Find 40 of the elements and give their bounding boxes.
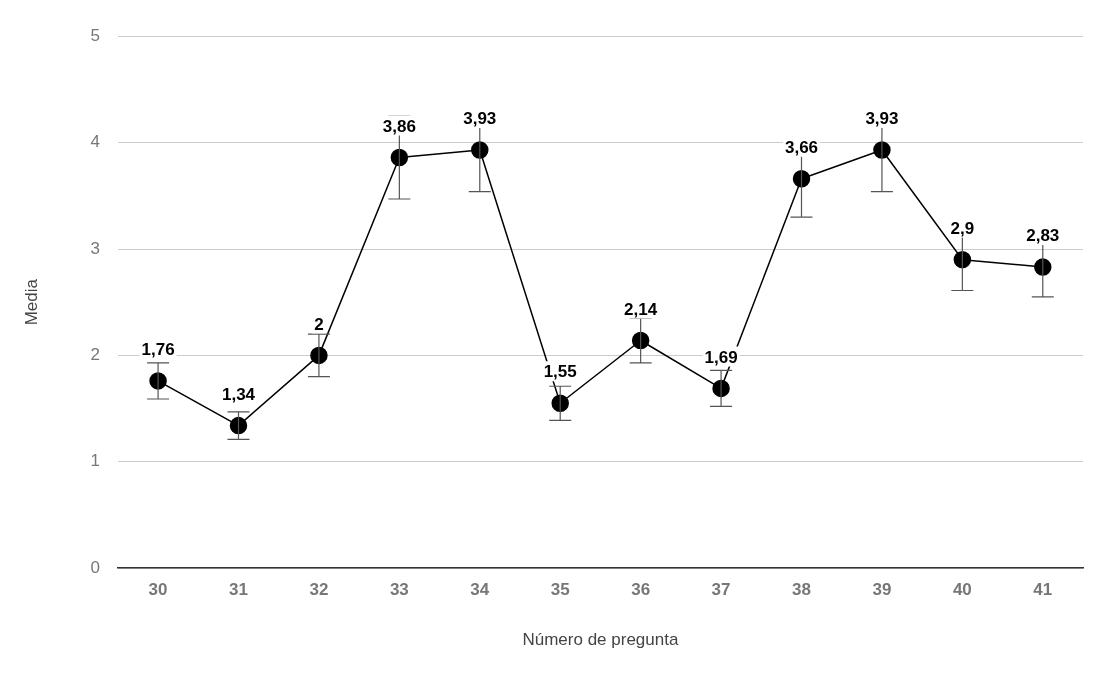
x-tick-label: 39 (872, 580, 892, 600)
data-label: 2,14 (624, 299, 658, 319)
data-label: 2,9 (950, 218, 975, 238)
point (953, 250, 972, 269)
y-tick-label: 2 (90, 345, 100, 365)
x-tick-label: 32 (309, 580, 329, 600)
point (631, 331, 650, 350)
y-tick-label: 0 (90, 557, 100, 577)
x-tick-label: 41 (1033, 580, 1053, 600)
x-tick-label: 34 (470, 580, 490, 600)
x-tick-label: 38 (792, 580, 811, 600)
x-tick-label: 36 (631, 580, 651, 600)
point (551, 394, 569, 413)
data-label: 3,66 (784, 137, 819, 157)
x-tick-label: 30 (148, 580, 168, 600)
x-tick-label: 37 (711, 580, 731, 600)
y-tick-label: 4 (90, 132, 100, 152)
data-label: 1,69 (704, 347, 738, 367)
data-label: 1,34 (221, 384, 256, 404)
y-tick-label: 1 (90, 451, 100, 471)
y-tick-label: 5 (90, 25, 100, 45)
point (471, 141, 489, 159)
y-axis-title: Media (21, 278, 41, 326)
point (390, 148, 409, 167)
x-tick-label: 40 (952, 580, 972, 600)
x-tick-label: 33 (389, 580, 409, 600)
data-label: 3,93 (463, 109, 497, 129)
point (792, 170, 811, 188)
point (229, 416, 248, 435)
x-axis-title: Número de pregunta (522, 630, 679, 650)
x-tick-label: 35 (550, 580, 570, 600)
y-tick-label: 3 (90, 238, 100, 258)
data-label: 2,83 (1026, 226, 1060, 246)
data-label: 3,93 (865, 109, 899, 129)
data-label: 2 (314, 314, 324, 334)
data-label: 1,76 (141, 340, 175, 360)
data-label: 1,55 (543, 362, 577, 382)
point (1034, 258, 1052, 276)
data-label: 3,86 (382, 116, 416, 136)
x-tick-label: 31 (229, 580, 248, 600)
